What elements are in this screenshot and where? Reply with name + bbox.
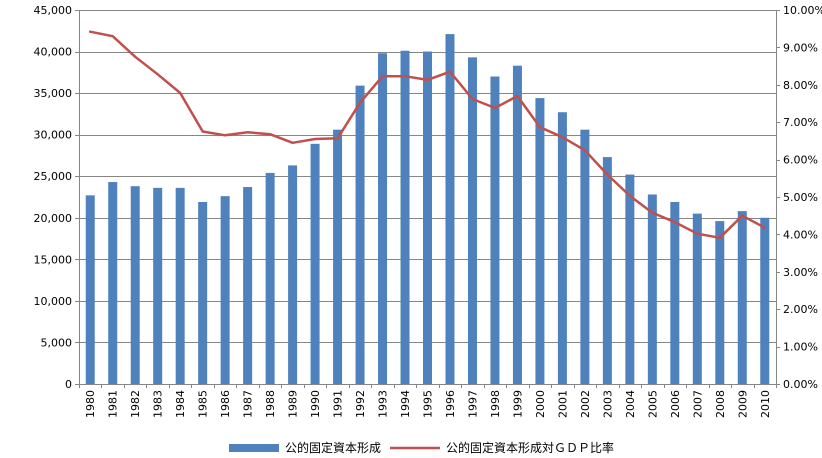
right-y-tick-label: 7.00% — [783, 116, 818, 129]
axes — [75, 10, 780, 388]
bar-1984 — [175, 187, 185, 384]
bar-2001 — [557, 112, 567, 384]
bar-1998 — [490, 76, 500, 384]
x-tick-label-2010: 2010 — [759, 390, 772, 418]
left-y-tick-label: 30,000 — [34, 129, 73, 142]
left-y-tick-label: 5,000 — [41, 336, 73, 349]
bar-1981 — [108, 182, 118, 384]
bar-1985 — [198, 201, 208, 384]
legend-line-label: 公的固定資本形成対ＧＤＰ比率 — [446, 440, 614, 455]
right-y-tick-label: 4.00% — [783, 228, 818, 241]
left-y-tick-label: 45,000 — [34, 4, 73, 17]
bar-2003 — [602, 157, 612, 384]
x-tick-label-2008: 2008 — [714, 390, 727, 418]
bar-1994 — [400, 50, 410, 384]
x-tick-label-1989: 1989 — [287, 390, 300, 418]
right-y-tick-label: 1.00% — [783, 341, 818, 354]
x-tick-label-1980: 1980 — [84, 390, 97, 418]
left-y-axis-labels: 0 5,000 10,000 15,000 20,000 25,000 30,000 35,0… — [34, 4, 73, 391]
left-y-tick-label: 35,000 — [34, 87, 73, 100]
x-tick-label-2007: 2007 — [691, 390, 704, 418]
x-tick-label-1995: 1995 — [422, 390, 435, 418]
bar-2009 — [737, 211, 747, 384]
left-y-tick-label: 10,000 — [34, 295, 73, 308]
left-y-tick-label: 0 — [65, 378, 72, 391]
x-tick-label-2005: 2005 — [646, 390, 659, 418]
bar-2006 — [670, 201, 680, 384]
x-axis-labels: 1980 1981 1982 1983 1984 1985 1986 1987 1988 1989… — [84, 390, 772, 418]
bar-2007 — [692, 213, 702, 384]
x-tick-label-2006: 2006 — [669, 390, 682, 418]
ratio-line — [88, 30, 767, 240]
bar-1987 — [243, 187, 253, 384]
x-tick-label-1994: 1994 — [399, 390, 412, 418]
bar-1999 — [512, 65, 522, 384]
bar-2010 — [760, 217, 770, 384]
bar-1988 — [265, 172, 275, 384]
x-tick-label-2004: 2004 — [624, 390, 637, 418]
bar-1997 — [467, 57, 477, 385]
x-tick-label-1985: 1985 — [197, 390, 210, 418]
bar-2004 — [625, 174, 635, 384]
x-tick-label-2003: 2003 — [601, 390, 614, 418]
bar-1995 — [423, 51, 432, 385]
bar-1990 — [310, 143, 320, 384]
bar-1986 — [220, 196, 230, 384]
right-y-axis-labels: 0.00% 1.00% 2.00% 3.00% 4.00% 5.00% 6.00% 7.00%… — [783, 4, 822, 391]
bar-series — [85, 34, 770, 385]
x-tick-label-1993: 1993 — [377, 390, 390, 418]
right-y-tick-label: 3.00% — [783, 266, 818, 279]
bar-1991 — [333, 129, 343, 384]
x-tick-label-1992: 1992 — [354, 390, 367, 418]
right-y-tick-label: 0.00% — [783, 378, 818, 391]
x-tick-label-2000: 2000 — [534, 390, 547, 418]
x-tick-label-1988: 1988 — [264, 390, 277, 418]
right-y-tick-label: 6.00% — [783, 154, 818, 167]
bar-1983 — [153, 187, 163, 384]
x-tick-label-1999: 1999 — [511, 390, 524, 418]
x-tick-label-1987: 1987 — [242, 390, 255, 418]
x-tick-label-1983: 1983 — [152, 390, 165, 418]
legend: 公的固定資本形成 公的固定資本形成対ＧＤＰ比率 — [229, 440, 614, 455]
x-tick-label-1997: 1997 — [466, 390, 479, 418]
x-tick-label-1982: 1982 — [129, 390, 142, 418]
bar-2005 — [647, 194, 657, 384]
bar-1989 — [288, 165, 298, 384]
x-tick-label-1996: 1996 — [444, 390, 457, 418]
bar-1996 — [445, 34, 455, 384]
x-tick-label-2002: 2002 — [579, 390, 592, 418]
bar-1982 — [130, 186, 140, 384]
right-y-tick-label: 5.00% — [783, 191, 818, 204]
legend-bar-swatch — [229, 444, 279, 452]
left-y-tick-label: 20,000 — [34, 212, 73, 225]
left-y-tick-label: 15,000 — [34, 253, 73, 266]
x-tick-label-1981: 1981 — [107, 390, 120, 418]
bar-1992 — [355, 85, 365, 385]
x-tick-label-1984: 1984 — [174, 390, 187, 418]
x-tick-label-1986: 1986 — [219, 390, 232, 418]
bar-1980 — [85, 195, 95, 384]
bar-2002 — [580, 129, 590, 384]
legend-bar-label: 公的固定資本形成 — [285, 440, 381, 455]
x-tick-label-1998: 1998 — [489, 390, 502, 418]
right-y-tick-label: 10.00% — [783, 4, 822, 17]
right-y-tick-label: 8.00% — [783, 79, 818, 92]
left-y-tick-label: 40,000 — [34, 46, 73, 59]
bar-2000 — [535, 98, 545, 384]
x-tick-label-2009: 2009 — [736, 390, 749, 418]
x-tick-label-1990: 1990 — [309, 390, 322, 418]
right-y-tick-label: 2.00% — [783, 303, 818, 316]
left-y-tick-label: 25,000 — [34, 170, 73, 183]
x-tick-label-2001: 2001 — [556, 390, 569, 418]
bar-2008 — [715, 221, 725, 384]
line-series — [88, 30, 767, 240]
x-tick-label-1991: 1991 — [332, 390, 345, 418]
bar-1993 — [378, 53, 388, 385]
right-y-tick-label: 9.00% — [783, 41, 818, 54]
